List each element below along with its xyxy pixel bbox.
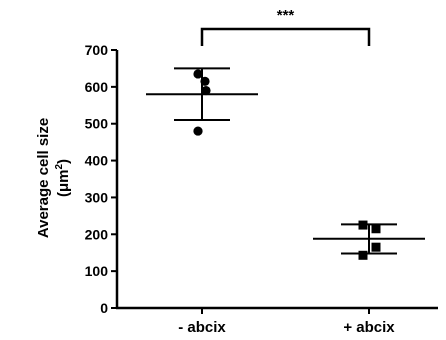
data-point xyxy=(193,69,203,79)
data-point xyxy=(201,85,211,96)
y-tick-label: 400 xyxy=(85,153,109,169)
y-tick-label: 0 xyxy=(100,300,108,316)
y-axis-title-line2: (μm2) xyxy=(54,159,72,197)
significance-bracket xyxy=(200,27,371,46)
data-point xyxy=(371,224,381,234)
data-point xyxy=(358,220,368,230)
group-0 xyxy=(146,67,258,136)
y-tick-label: 100 xyxy=(85,263,109,279)
data-point xyxy=(200,76,210,86)
x-categories: - abcix + abcix xyxy=(178,308,395,336)
y-tick-label: 500 xyxy=(85,116,109,132)
significance-annotation: *** xyxy=(200,7,371,46)
data-point xyxy=(358,250,368,260)
x-category-label: + abcix xyxy=(343,319,395,336)
data-groups xyxy=(146,67,425,260)
y-tick-label: 600 xyxy=(85,79,109,95)
y-tick-label: 200 xyxy=(85,226,109,242)
y-tick-label: 700 xyxy=(85,42,109,58)
y-axis-title-line1: Average cell size xyxy=(35,118,52,238)
data-point xyxy=(193,126,203,136)
x-category-label: - abcix xyxy=(178,319,226,336)
group-1 xyxy=(313,220,425,260)
significance-label: *** xyxy=(277,7,295,24)
data-point xyxy=(371,242,381,252)
y-axis-title-close-paren: ) xyxy=(55,159,72,164)
y-axis-title: Average cell size (μm2) xyxy=(35,118,72,238)
y-axis-title-exponent: 2 xyxy=(54,164,65,170)
y-axis-title-unit: μm xyxy=(55,170,72,193)
y-axis-title-open-paren: ( xyxy=(55,192,72,197)
y-ticks: 0 100 200 300 400 500 600 700 xyxy=(85,42,117,316)
y-tick-label: 300 xyxy=(85,189,109,205)
